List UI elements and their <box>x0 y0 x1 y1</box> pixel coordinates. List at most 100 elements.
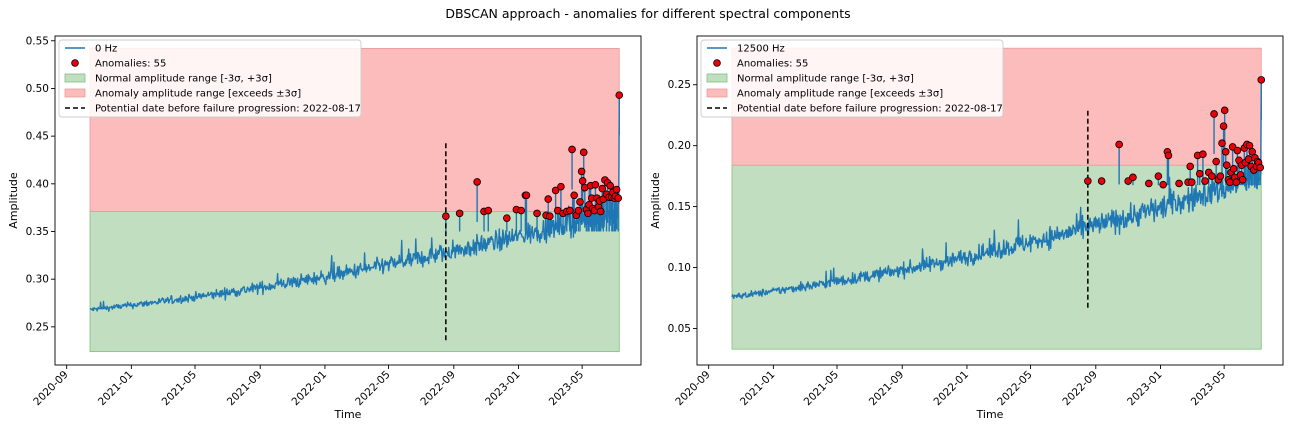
y-axis-label: Amplitude <box>649 172 662 229</box>
anomaly-point <box>1257 76 1266 84</box>
anomaly-point <box>503 214 511 222</box>
x-tick-label: 2023-05 <box>547 369 587 409</box>
anomaly-point <box>484 206 493 215</box>
anomaly-point <box>1219 122 1228 130</box>
legend-red-swatch <box>64 88 86 98</box>
legend-label: Potential date before failure progressio… <box>95 104 361 115</box>
anomaly-point <box>1238 175 1247 184</box>
anomaly-point <box>576 198 584 206</box>
anomaly-point <box>533 209 541 218</box>
anomaly-point <box>596 207 605 216</box>
legend-label: Anomaly amplitude range [exceeds ±3σ] <box>737 89 943 100</box>
anomaly-point <box>1256 163 1264 172</box>
x-tick-label: 2022-09 <box>418 369 458 409</box>
legend-box <box>700 39 1004 118</box>
anomaly-point <box>1186 162 1194 171</box>
axes-frame <box>696 35 1284 366</box>
normal-band <box>731 164 1262 350</box>
anomaly-point <box>551 186 560 195</box>
legend-label: 12500 Hz <box>737 44 785 55</box>
x-tick-label: 2023-05 <box>1189 369 1229 409</box>
anomaly-point <box>577 167 586 176</box>
y-tick-label: 0.20 <box>668 140 691 152</box>
legend-label: 0 Hz <box>95 44 117 55</box>
anomaly-point <box>1218 139 1226 148</box>
y-tick-label: 0.40 <box>26 178 49 190</box>
anomaly-point <box>522 191 531 200</box>
legend: 0 Hz Anomalies: 55 Normal amplitude range … <box>58 39 362 118</box>
anomaly-point <box>566 206 574 215</box>
anomaly-point <box>591 180 600 189</box>
anomaly-point <box>570 191 578 200</box>
y-tick-label: 0.05 <box>668 323 691 335</box>
anomaly-point <box>1222 161 1231 169</box>
x-tick-label: 2023-01 <box>1125 369 1165 409</box>
chart-panel-1: 0.25 0.30 0.35 0.40 0.45 0.50 0.55 2020-09 2021-… <box>7 35 642 421</box>
x-tick-label: 2021-09 <box>225 369 265 409</box>
axes-frame <box>54 35 642 366</box>
anomaly-point <box>578 177 587 185</box>
normal-band <box>89 211 620 353</box>
anomaly-point <box>615 91 624 99</box>
x-tick-label: 2021-09 <box>867 369 907 409</box>
anomaly-point <box>1084 177 1092 185</box>
x-axis-label: Time <box>334 408 362 421</box>
y-tick-label: 0.25 <box>668 79 691 91</box>
legend-label: Normal amplitude range [-3σ, +3σ] <box>95 74 272 85</box>
x-tick-label: 2022-01 <box>932 369 972 409</box>
y-tick-label: 0.35 <box>26 226 49 238</box>
y-tick-label: 0.50 <box>26 83 49 95</box>
anomaly-point <box>584 209 592 218</box>
x-tick-label: 2021-05 <box>160 369 200 409</box>
x-tick-label: 2022-05 <box>995 369 1035 409</box>
y-tick-label: 0.30 <box>26 274 49 286</box>
legend-label: Anomalies: 55 <box>95 59 166 70</box>
anomaly-point <box>545 212 554 221</box>
y-tick-label: 0.55 <box>26 35 49 47</box>
legend-box <box>58 39 362 118</box>
anomaly-point <box>606 181 615 190</box>
anomaly-point <box>1216 172 1225 180</box>
x-tick-label: 2022-05 <box>353 369 393 409</box>
anomaly-markers <box>442 91 624 222</box>
anomaly-point <box>1187 178 1196 187</box>
anomaly-point <box>1195 169 1204 178</box>
signal-line <box>89 95 620 312</box>
legend-dot-swatch <box>71 59 79 67</box>
anomaly-point <box>1208 172 1216 180</box>
legend-label: Anomaly amplitude range [exceeds ±3σ] <box>95 89 301 100</box>
x-tick-label: 2022-09 <box>1060 369 1100 409</box>
x-tick-label: 2021-01 <box>738 369 778 409</box>
anomaly-point <box>1097 177 1106 185</box>
chart-panel-2: 0.05 0.10 0.15 0.20 0.25 2020-09 2021-01 2021-0… <box>649 35 1284 421</box>
anomaly-point <box>579 148 588 157</box>
anomaly-point <box>1145 179 1153 188</box>
anomaly-point <box>1129 173 1137 182</box>
legend-label: Normal amplitude range [-3σ, +3σ] <box>737 74 914 85</box>
anomaly-point <box>614 194 622 202</box>
x-axis-label: Time <box>976 408 1004 421</box>
signal-line <box>731 79 1263 300</box>
anomaly-point <box>1221 147 1230 156</box>
y-tick-label: 0.15 <box>668 201 691 213</box>
anomaly-markers <box>1084 76 1266 189</box>
y-tick-label: 0.25 <box>26 321 49 333</box>
anomaly-point <box>1154 172 1163 180</box>
anomaly-point <box>442 212 450 221</box>
legend-dot-swatch <box>713 59 721 67</box>
anomaly-point <box>557 182 565 191</box>
anomaly-point <box>1244 155 1253 163</box>
y-tick-label: 0.10 <box>668 262 691 274</box>
anomaly-point <box>1164 151 1173 160</box>
x-tick-label: 2021-01 <box>96 369 136 409</box>
x-tick-label: 2023-01 <box>483 369 523 409</box>
x-tick-label: 2020-09 <box>673 369 713 409</box>
anomaly-point <box>455 209 464 218</box>
legend-label: Anomalies: 55 <box>737 59 808 70</box>
y-axis-label: Amplitude <box>7 172 20 229</box>
legend-red-swatch <box>706 88 728 98</box>
y-tick-label: 0.45 <box>26 131 49 143</box>
anomaly-point <box>473 178 481 186</box>
